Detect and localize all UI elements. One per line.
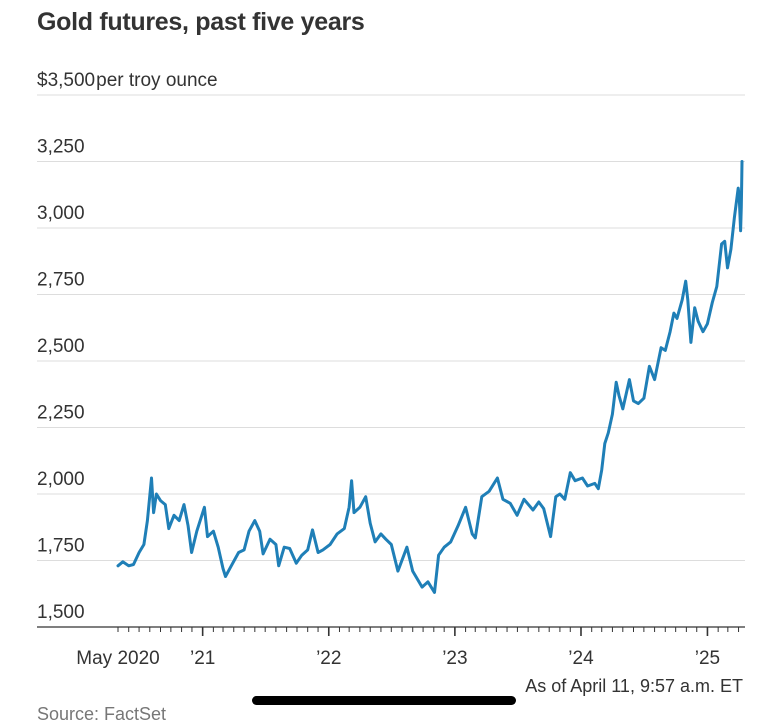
y-tick-label: 1,750 [37, 536, 85, 557]
home-indicator-bar [252, 696, 516, 705]
y-tick-label: 2,250 [37, 403, 85, 424]
timestamp-note: As of April 11, 9:57 a.m. ET [525, 676, 743, 696]
chart-title: Gold futures, past five years [37, 8, 365, 36]
x-tick-label: ’23 [442, 648, 467, 669]
y-unit-layer: per troy ounce [96, 70, 217, 91]
x-tick-label: ’21 [190, 648, 215, 669]
x-tick-label: ’24 [568, 648, 594, 669]
y-unit-label: per troy ounce [96, 70, 217, 91]
y-tick-label: 2,750 [37, 270, 85, 291]
series-line-gold-price [116, 160, 744, 594]
series-layer [116, 160, 744, 594]
x-tick-label: May 2020 [76, 648, 159, 669]
y-tick-label: 1,500 [37, 602, 85, 623]
x-axis: May 2020 ’21 ’22 ’23 ’24 ’25 [37, 626, 745, 669]
y-tick-label: 3,250 [37, 137, 85, 158]
source-note: Source: FactSet [37, 704, 167, 724]
x-tick-label: ’25 [695, 648, 720, 669]
y-tick-label: 2,000 [37, 469, 85, 490]
y-tick-label: 2,500 [37, 336, 85, 357]
y-tick-label: 3,000 [37, 203, 85, 224]
y-tick-label: $3,500 [37, 70, 95, 91]
x-tick-label: ’22 [316, 648, 341, 669]
y-axis-labels: 1,500 1,750 2,000 2,250 2,500 2,750 3,000 3,250… [37, 70, 95, 623]
